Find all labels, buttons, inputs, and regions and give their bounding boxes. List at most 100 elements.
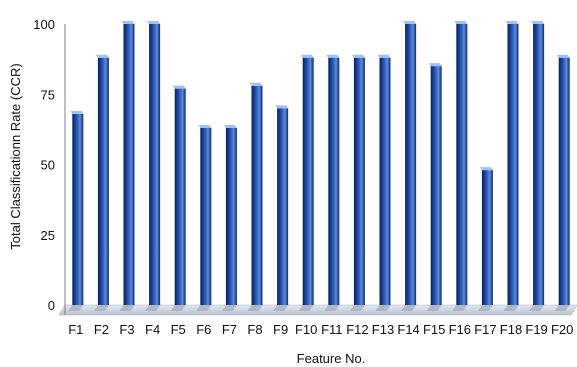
y-tick-label: 25: [41, 228, 55, 243]
bar-top: [556, 54, 570, 58]
bar-shadow: [375, 305, 391, 311]
bar: [200, 127, 212, 305]
bar-top: [172, 85, 186, 89]
x-axis-title: Feature No.: [297, 351, 366, 366]
bar-top: [531, 21, 545, 24]
bar-top: [403, 21, 417, 24]
bar-shadow: [503, 305, 519, 311]
bar-top: [275, 105, 289, 109]
bar: [533, 24, 545, 305]
x-tick-label: F15: [423, 322, 445, 337]
bar-top: [223, 124, 237, 128]
chart-floor-plane: [58, 304, 577, 316]
bar-top: [454, 21, 468, 24]
bar: [225, 127, 237, 305]
bar-F15: [426, 63, 442, 311]
bar-shadow: [247, 305, 263, 311]
bar-top: [121, 21, 135, 24]
bar-top: [249, 82, 263, 86]
bar-F9: [273, 105, 289, 311]
bar-F7: [221, 124, 237, 311]
x-tick-label: F14: [397, 322, 419, 337]
bar: [507, 24, 519, 305]
bar-shadow: [529, 305, 545, 311]
bar: [481, 170, 493, 305]
bar-shadow: [68, 305, 84, 311]
bar-top: [377, 54, 391, 58]
bar-F17: [477, 167, 493, 311]
bar: [72, 113, 84, 305]
bar-F19: [529, 21, 545, 311]
bar-F14: [401, 21, 417, 311]
x-tick-label: F16: [449, 322, 471, 337]
bar-top: [147, 21, 161, 24]
bar-top: [505, 21, 519, 24]
bar-F11: [324, 54, 340, 311]
bar: [456, 24, 468, 305]
bar-shadow: [196, 305, 212, 311]
bar: [97, 57, 109, 305]
bar-shadow: [324, 305, 340, 311]
bar: [379, 57, 391, 305]
x-tick-label: F4: [145, 322, 160, 337]
bar-shadow: [93, 305, 109, 311]
bar-F1: [68, 110, 84, 311]
bar-F2: [93, 54, 109, 311]
bar-shadow: [554, 305, 570, 311]
chart-bars: [68, 21, 570, 311]
bar-shadow: [452, 305, 468, 311]
bar-shadow: [298, 305, 314, 311]
x-tick-label: F12: [346, 322, 368, 337]
bar-F13: [375, 54, 391, 311]
bar-top: [300, 54, 314, 58]
bar-top: [70, 110, 84, 114]
bar: [123, 24, 135, 305]
bar-F3: [119, 21, 135, 311]
y-tick-label: 100: [33, 17, 55, 32]
bar-F6: [196, 124, 212, 311]
bar: [328, 57, 340, 305]
bar: [251, 85, 263, 305]
chart-labels: 0 25 50 75 100 F1 F2 F3 F4 F5 F6 F7 F8 F9 F10 F11 F12 F13…: [33, 17, 573, 337]
chart-floor: [58, 304, 577, 316]
bar-F10: [298, 54, 314, 311]
bar: [558, 57, 570, 305]
y-axis-title: Total Classificationn Rate (CCR): [8, 63, 23, 249]
bar-top: [95, 54, 109, 58]
bar-F8: [247, 82, 263, 311]
x-tick-label: F19: [525, 322, 547, 337]
bar-top: [479, 167, 493, 171]
bar-F4: [145, 21, 161, 311]
bar-shadow: [273, 305, 289, 311]
bar-shadow: [401, 305, 417, 311]
x-tick-label: F7: [222, 322, 237, 337]
x-tick-label: F6: [196, 322, 211, 337]
bar-top: [198, 124, 212, 128]
x-tick-label: F1: [68, 322, 83, 337]
bar-F16: [452, 21, 468, 311]
bar: [149, 24, 161, 305]
bar-shadow: [426, 305, 442, 311]
x-tick-label: F20: [551, 322, 573, 337]
bar: [174, 88, 186, 305]
bar: [430, 66, 442, 306]
bar-shadow: [119, 305, 135, 311]
bar-shadow: [477, 305, 493, 311]
y-tick-label: 75: [41, 87, 55, 102]
bar-shadow: [349, 305, 365, 311]
bar-F18: [503, 21, 519, 311]
bar-shadow: [145, 305, 161, 311]
x-tick-label: F10: [295, 322, 317, 337]
x-tick-label: F18: [500, 322, 522, 337]
bar: [277, 108, 289, 305]
bar: [302, 57, 314, 305]
bar-top: [428, 63, 442, 67]
y-tick-label: 50: [41, 158, 55, 173]
y-tick-label: 0: [48, 298, 55, 313]
x-tick-label: F9: [273, 322, 288, 337]
x-tick-label: F8: [247, 322, 262, 337]
bar-shadow: [221, 305, 237, 311]
x-tick-label: F2: [94, 322, 109, 337]
